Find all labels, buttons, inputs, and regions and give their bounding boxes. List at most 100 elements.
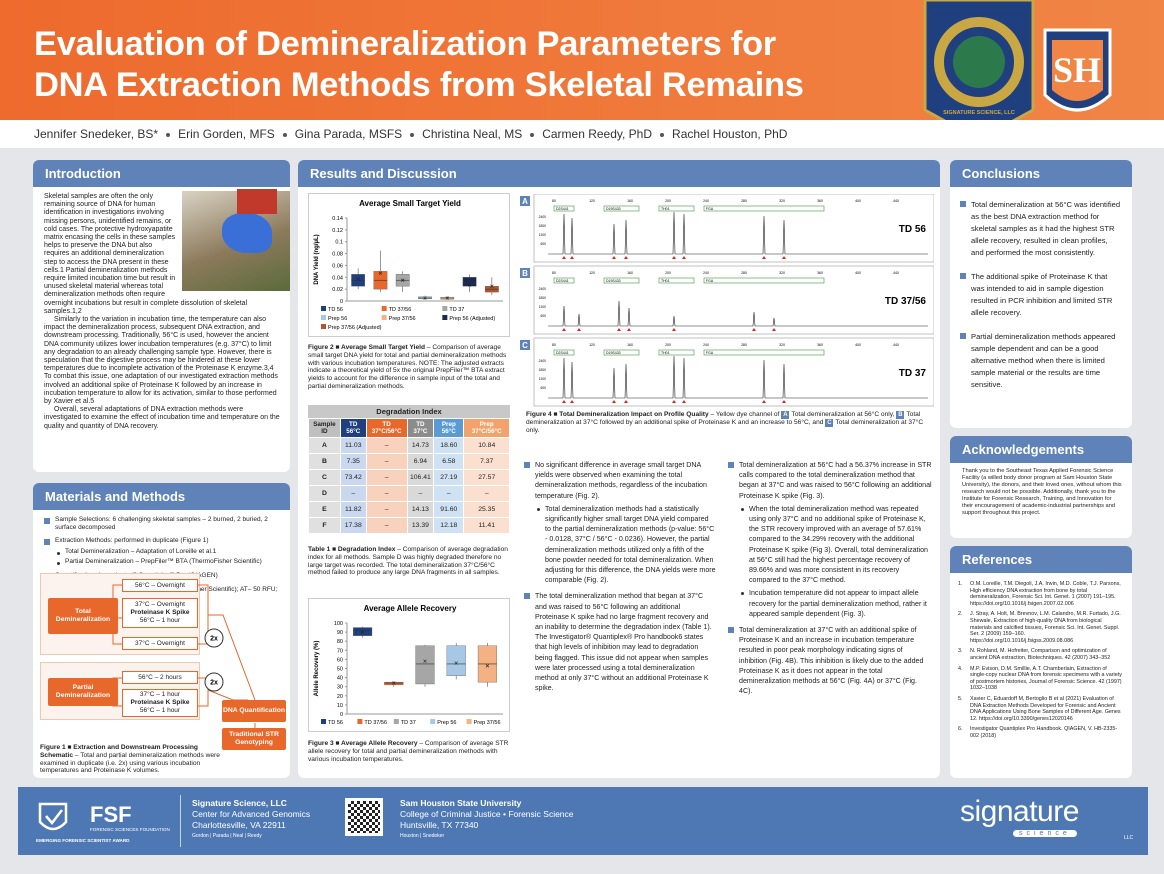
legend-swatch (466, 719, 472, 724)
y-tick-label: 90 (337, 630, 343, 636)
table-cell: 6.94 (406, 453, 435, 470)
y-tick-label: 0.02 (332, 287, 343, 293)
legend-swatch (357, 719, 363, 724)
locus-label: D19S433 (606, 351, 621, 355)
repeat-label: 2x (210, 680, 218, 687)
mean-marker (392, 681, 396, 685)
locus-box (703, 349, 825, 356)
author: Rachel Houston, PhD (672, 127, 788, 141)
locus-box (703, 205, 825, 212)
legend-swatch (321, 315, 326, 320)
caption-label: Figure 2 ■ Average Small Target Yield (308, 344, 425, 351)
y-tick-label: 70 (337, 648, 343, 654)
table-cell: 14.13 (406, 501, 435, 518)
repeat-label: 2x (210, 636, 218, 643)
caption-label: Table 1 ■ Degradation Index (308, 546, 396, 553)
epg-frame (533, 265, 934, 335)
repeat-circle (204, 628, 224, 648)
logo-ring (934, 17, 1024, 107)
intro-photo (182, 189, 290, 291)
sub-list: Total Demineralization – Adaptation of L… (55, 548, 281, 566)
header-cell: TD 56°C (339, 418, 367, 438)
epg-x-tick: 360 (817, 199, 823, 203)
epg-x-tick: 440 (893, 343, 899, 347)
reference: 1. O.M. Loreille, T.M. Diegoli, J.A. Irwi… (958, 581, 1124, 607)
epg-x-tick: 200 (665, 271, 671, 275)
legend-swatch (321, 306, 326, 311)
locus-label: FGA (706, 207, 714, 211)
caption-label: Figure 3 ■ Average Allele Recovery (308, 740, 418, 747)
table-cell: – (365, 501, 408, 518)
bullet-list: Total demineralization at 56°C had a 56.… (728, 460, 932, 696)
ref-num: 4. (958, 665, 963, 672)
table-row: A 11.03–14.73 18.60 10.84 (308, 437, 510, 454)
bullet-square (728, 627, 734, 634)
table-cell: 14.73 (406, 437, 435, 454)
header-cell: Prep 37°C/56°C (463, 418, 510, 438)
header-row: Sample ID TD 56°C TD 37°C/56°C TD 37°C Prep … (308, 418, 510, 438)
footer-band (18, 787, 1148, 855)
y-tick-label: 0.1 (335, 240, 343, 246)
y-tick-label: 0.08 (332, 252, 343, 258)
reference: 4. M.P. Evison, D.M. Smillie, A.T. Chambe… (958, 666, 1124, 692)
bullet-square (524, 593, 530, 600)
bullet-square (960, 333, 966, 339)
locus-box (603, 277, 640, 284)
table-cell: – (339, 485, 367, 502)
section-heading: Conclusions (950, 160, 1132, 187)
ref-text: J. Stray, A. Holt, M. Brevnov, L.M. Cala… (970, 611, 1121, 644)
sub-bullet: Partial Demineralization – PrepFiler™ BT… (55, 558, 281, 566)
repeat-circle (204, 672, 224, 692)
address-line: Huntsville, TX 77340 (400, 820, 479, 830)
legend-swatch (442, 306, 448, 311)
sub-text: Partial Demineralization – PrepFiler™ BT… (65, 558, 262, 566)
epg-x-tick: 240 (703, 271, 709, 275)
allele-marker (672, 400, 676, 403)
mean-marker (423, 296, 427, 300)
header-cell: TD 37°C/56°C (365, 418, 408, 438)
mean-marker (490, 284, 494, 288)
flow-step-group: 37°C – 1 hour Proteinase K Spike 56°C – … (122, 689, 198, 717)
table-cell: 106.41 (406, 469, 435, 486)
panel-label: TD 37 (899, 368, 927, 379)
sub-text: Total Demineralization – Adaptation of L… (65, 547, 217, 555)
epg-trace (548, 355, 928, 399)
legend-label: TD 56 (328, 720, 343, 726)
epg-frame (533, 194, 934, 263)
sub-bullet: Total demineralization methods had a sta… (535, 504, 716, 586)
locus-box (553, 349, 575, 356)
allele-marker (612, 256, 616, 259)
paragraph: Overall, several adaptations of DNA extr… (44, 406, 280, 430)
allele-marker (612, 400, 616, 403)
legend-label: TD 37 (401, 720, 416, 726)
section-heading: Materials and Methods (33, 483, 290, 510)
table-cell: 6.58 (433, 453, 465, 470)
epg-y-tick: 2400 (539, 359, 547, 363)
bullet-text: Total demineralization at 56°C was ident… (971, 200, 1121, 257)
allele-marker (577, 328, 581, 331)
epg-x-tick: 160 (627, 199, 633, 203)
y-tick-label: 0.06 (332, 263, 343, 269)
caption-text: – Comparison of average STR allele recov… (308, 740, 509, 763)
epg-x-tick: 320 (779, 199, 785, 203)
epg-x-tick: 120 (589, 271, 595, 275)
legend-label: Prep 37/56 (Adjusted) (328, 325, 382, 331)
ref-text: O.M. Loreille, T.M. Diegoli, J.A. Irwin,… (970, 581, 1121, 607)
flow-step: 56°C – 1 hour (139, 707, 181, 714)
ref-num: 3. (958, 648, 963, 655)
caption-text: Total demineralization at 56°C only, (791, 411, 895, 418)
flow-step: 56°C – 2 hours (122, 671, 198, 684)
separator-dot (660, 132, 665, 137)
photo-shirt (237, 189, 277, 214)
mean-marker (356, 277, 360, 281)
title-line: DNA Extraction Methods from Skeletal Rem… (34, 66, 804, 104)
allele-marker (672, 256, 676, 259)
legend-label: Prep 56 (437, 720, 456, 726)
table-cell: E (308, 501, 341, 518)
ref-num: 2. (958, 611, 963, 618)
bullet-square (728, 462, 734, 468)
sub-text: When the total demineralization method w… (749, 504, 928, 585)
locus-label: FGA (706, 351, 714, 355)
epg-x-tick: 320 (779, 271, 785, 275)
bullet-square (960, 273, 966, 279)
